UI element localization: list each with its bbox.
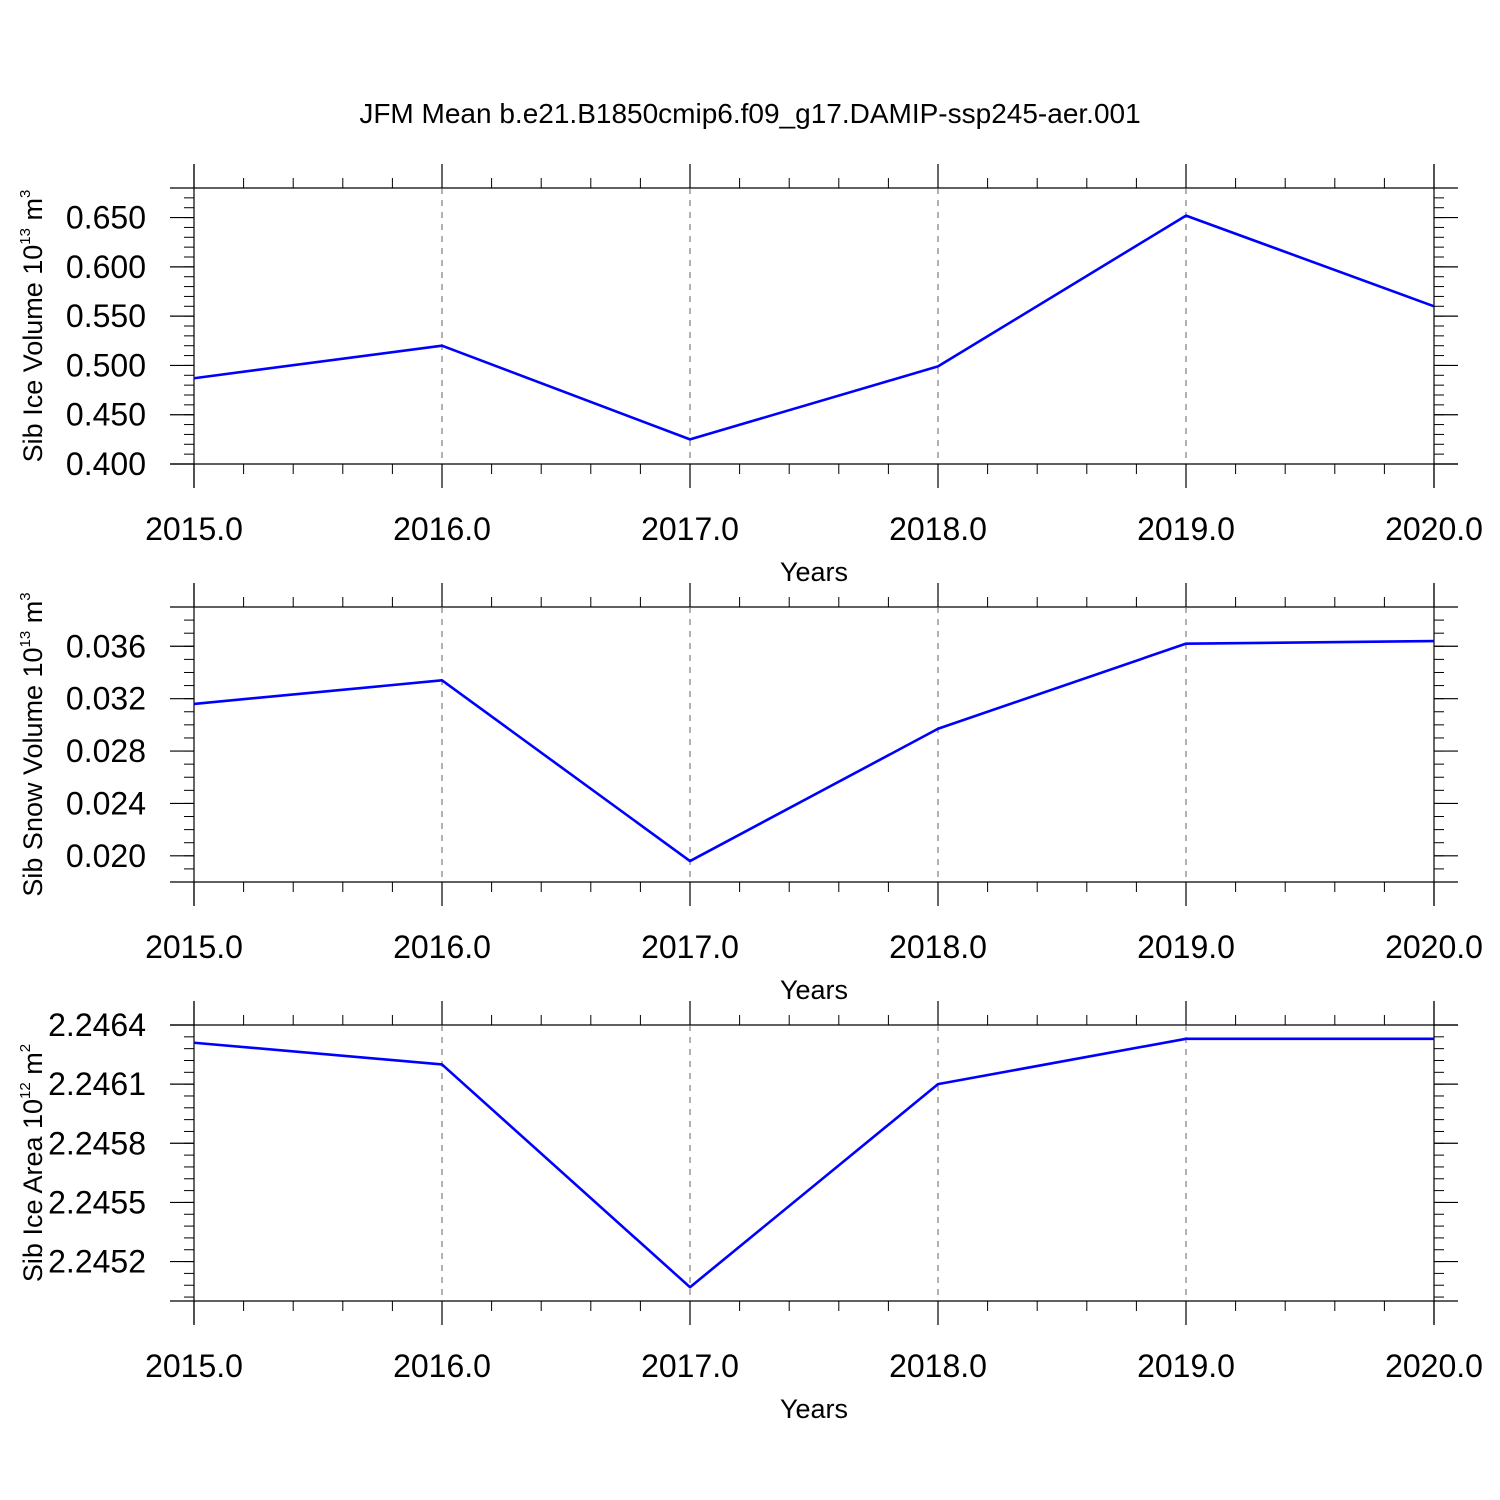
x-tick-label: 2015.0 [145,1348,243,1384]
y-tick-label: 0.600 [66,249,146,285]
y-tick-label: 0.500 [66,347,146,383]
y-tick-label: 0.036 [66,628,146,664]
x-axis-label: Years [780,1394,848,1424]
data-series-line [193,214,1435,441]
x-axis-label: Years [780,975,848,1005]
data-series-line [193,639,1435,863]
x-tick-label: 2017.0 [641,1348,739,1384]
y-tick-label: 2.2452 [48,1244,146,1280]
y-tick-label: 0.020 [66,838,146,874]
x-tick-label: 2018.0 [889,1348,987,1384]
y-axis-label: Sib Snow Volume 1013 m3 [17,592,48,896]
y-tick-label: 0.024 [66,785,146,821]
x-tick-label: 2016.0 [393,511,491,547]
y-tick-label: 2.2458 [48,1125,146,1161]
y-tick-label: 0.028 [66,733,146,769]
y-tick-label: 0.450 [66,397,146,433]
x-tick-label: 2020.0 [1385,511,1483,547]
x-tick-label: 2019.0 [1137,511,1235,547]
x-tick-label: 2016.0 [393,1348,491,1384]
y-tick-label: 2.2455 [48,1184,146,1220]
x-axis-label: Years [780,557,848,587]
y-tick-label: 0.550 [66,298,146,334]
x-tick-label: 2018.0 [889,929,987,965]
y-tick-label: 2.2464 [48,1007,146,1043]
y-tick-label: 0.400 [66,446,146,482]
chart-title: JFM Mean b.e21.B1850cmip6.f09_g17.DAMIP-… [359,98,1141,129]
x-tick-label: 2019.0 [1137,929,1235,965]
x-tick-label: 2019.0 [1137,1348,1235,1384]
y-tick-label: 2.2461 [48,1066,146,1102]
x-tick-label: 2015.0 [145,929,243,965]
x-tick-label: 2017.0 [641,929,739,965]
y-axis-label: Sib Ice Area 1012 m2 [17,1044,48,1282]
x-tick-label: 2015.0 [145,511,243,547]
x-tick-label: 2020.0 [1385,1348,1483,1384]
x-tick-label: 2018.0 [889,511,987,547]
y-tick-label: 0.032 [66,681,146,717]
y-axis-label: Sib Ice Volume 1013 m3 [17,190,48,463]
data-series-line [193,1037,1434,1289]
x-tick-label: 2017.0 [641,511,739,547]
x-tick-label: 2020.0 [1385,929,1483,965]
y-tick-label: 0.650 [66,200,146,236]
x-tick-label: 2016.0 [393,929,491,965]
